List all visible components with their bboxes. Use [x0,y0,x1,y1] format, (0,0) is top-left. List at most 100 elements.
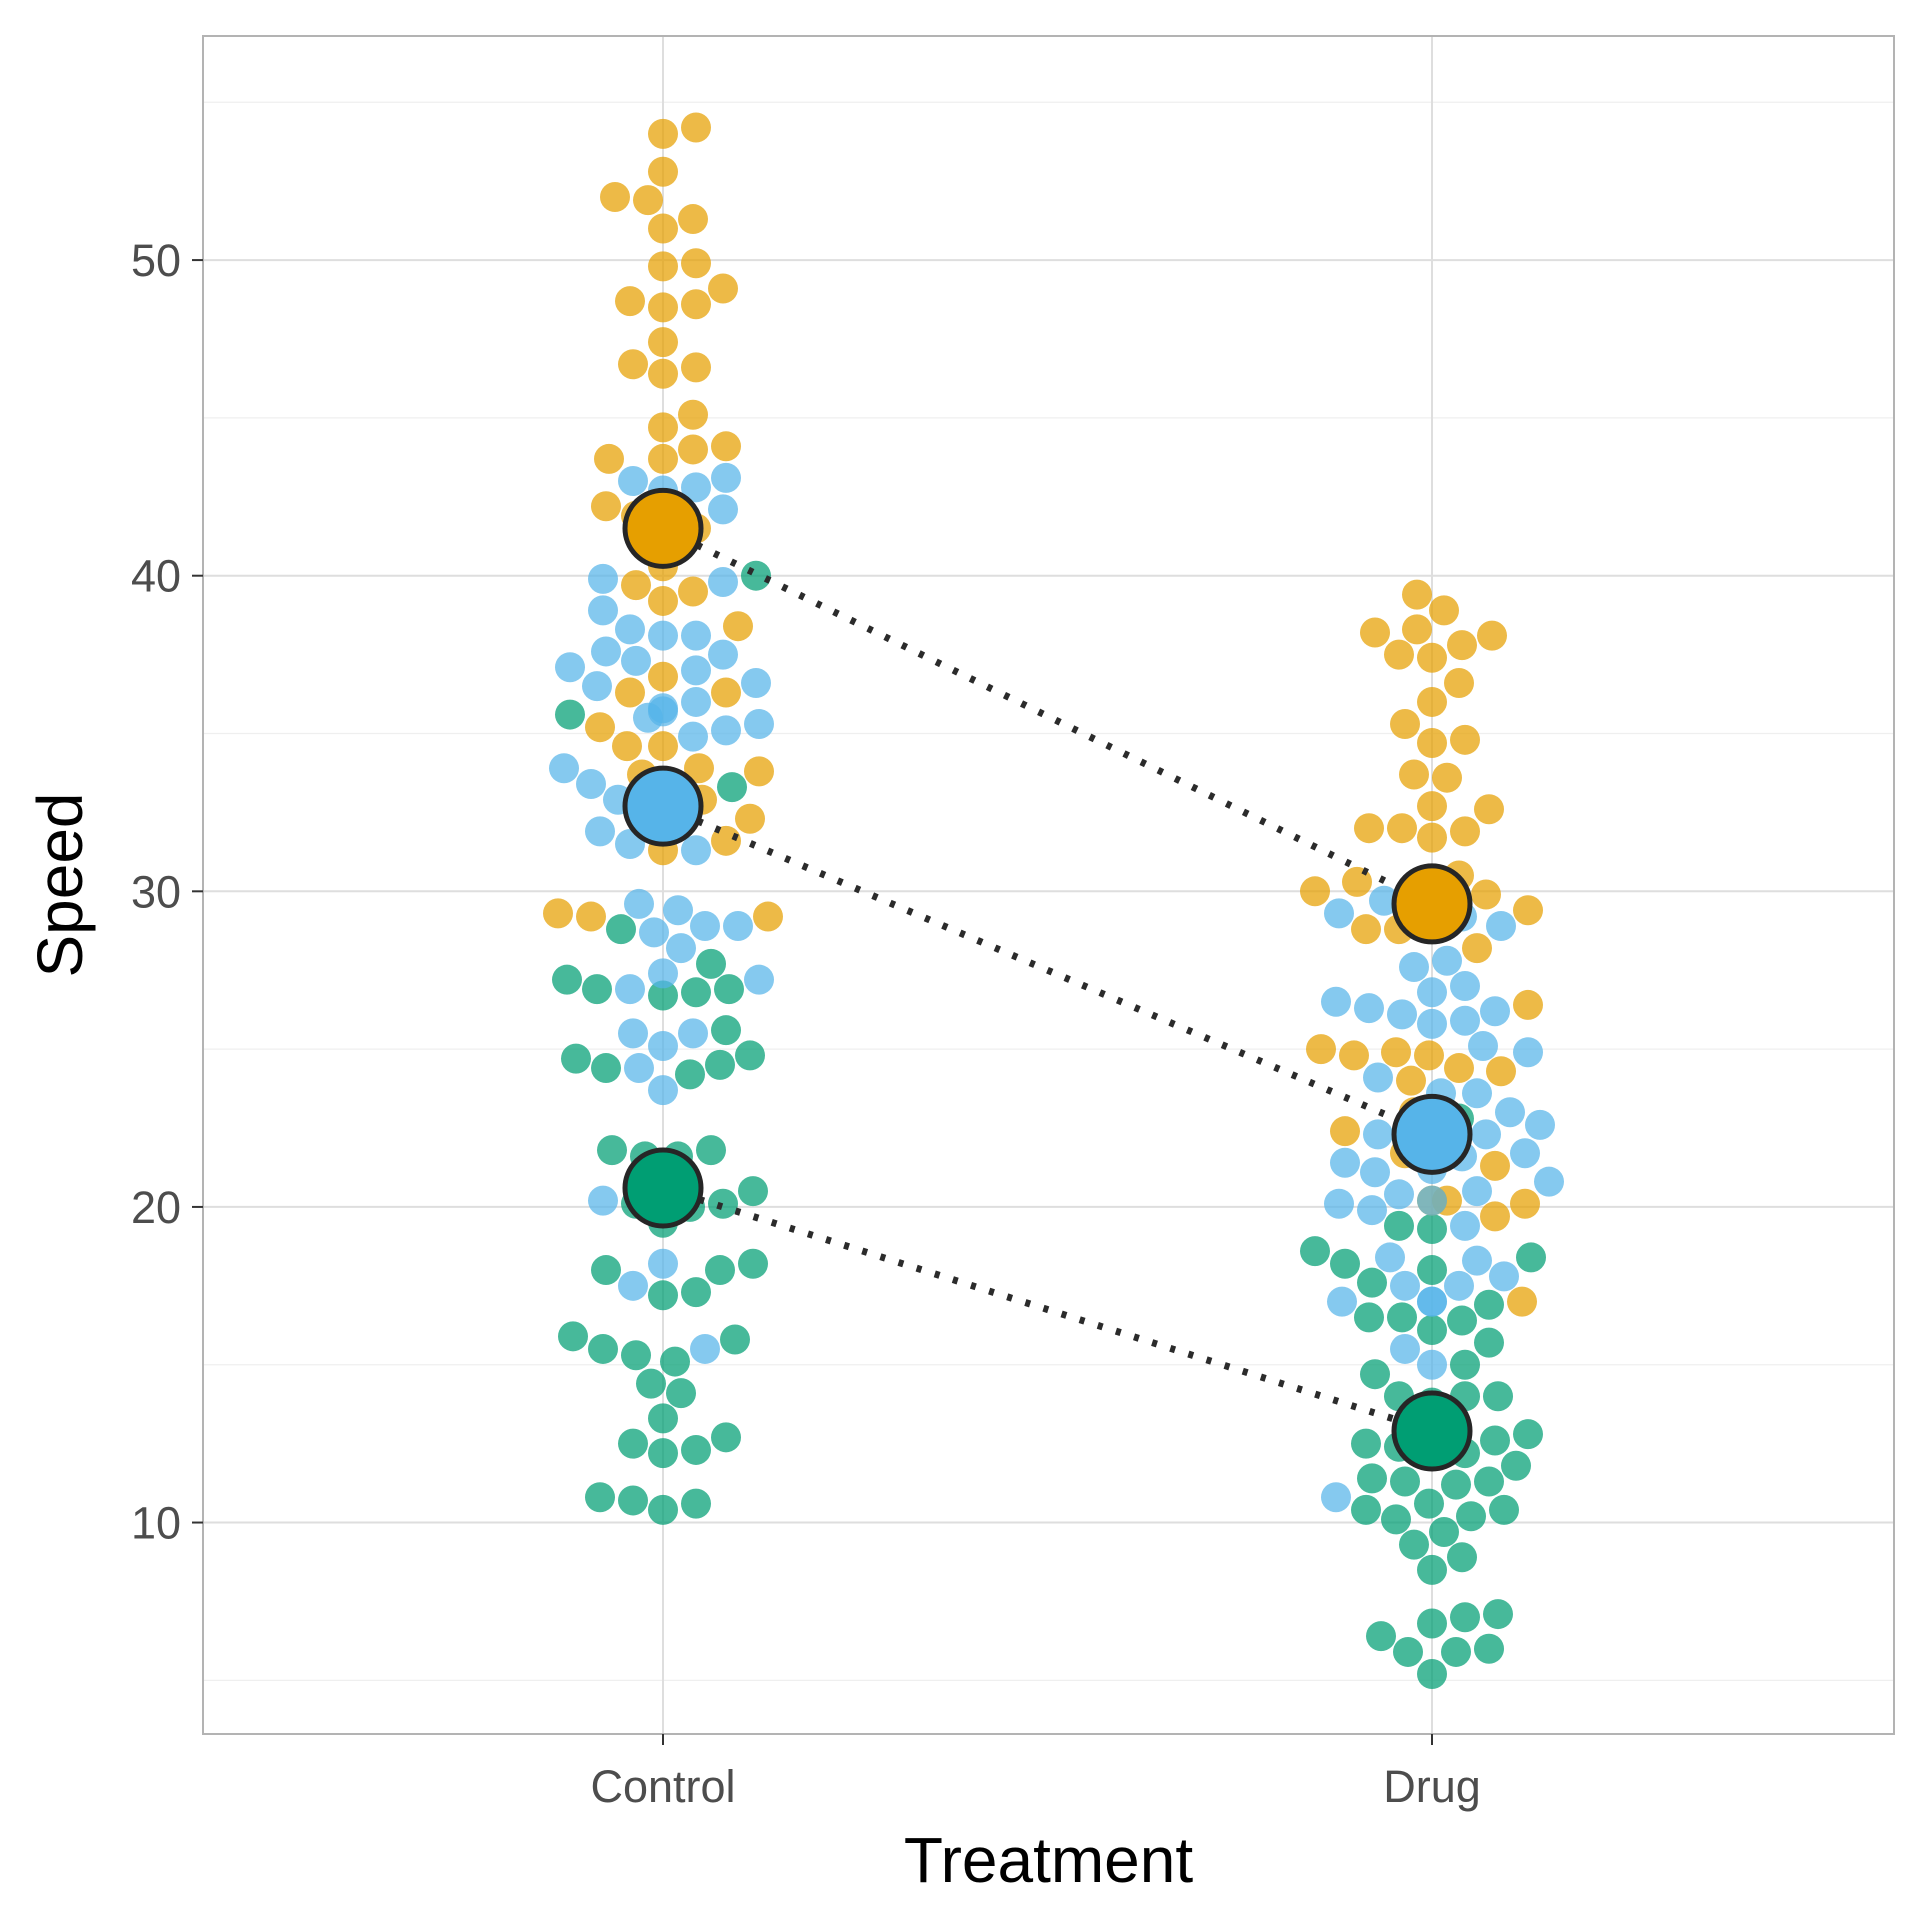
data-point [1327,1286,1357,1317]
data-point [1351,1494,1381,1525]
data-point [1441,1469,1471,1500]
data-point [708,273,738,304]
data-point [648,358,678,389]
data-point [681,1488,711,1519]
data-point [1444,1270,1474,1301]
data-point [723,911,753,942]
data-point [1417,686,1447,717]
data-point [1429,595,1459,626]
data-point [744,964,774,995]
data-point [648,620,678,651]
data-point [681,472,711,503]
data-point [648,661,678,692]
data-point [753,901,783,932]
data-point [1417,642,1447,673]
data-point [618,1428,648,1459]
data-point [1501,1450,1531,1481]
x-axis-title: Treatment [904,1824,1194,1896]
data-point [678,204,708,235]
data-point [648,585,678,616]
data-point [681,1277,711,1308]
data-point [588,1333,618,1364]
data-point [1516,1242,1546,1273]
data-point [660,1346,690,1377]
data-point [621,645,651,676]
y-axis-title: Speed [24,792,96,977]
data-point [618,1485,648,1516]
data-point [1462,1245,1492,1276]
data-point [1363,1062,1393,1093]
data-point [666,1378,696,1409]
data-point [666,933,696,964]
data-point [1417,1008,1447,1039]
data-point [1489,1494,1519,1525]
data-point [1384,1210,1414,1241]
data-point [1450,724,1480,755]
data-point [648,1248,678,1279]
data-point [1417,1349,1447,1380]
data-point [648,292,678,323]
mean-marker [622,487,704,569]
data-point [543,898,573,929]
data-point [1417,791,1447,822]
data-point [705,1255,735,1286]
data-point [600,181,630,212]
data-point [678,576,708,607]
data-point [678,1018,708,1049]
data-point [648,693,678,724]
data-point [1450,1210,1480,1241]
data-point [1456,1501,1486,1532]
data-point [1330,1147,1360,1178]
data-point [1480,996,1510,1027]
data-point [576,901,606,932]
data-point [1417,1185,1447,1216]
data-point [1483,1599,1513,1630]
data-point [723,611,753,642]
mean-marker [1391,863,1473,945]
data-point [1483,1381,1513,1412]
data-point [1525,1109,1555,1140]
data-point [1450,1005,1480,1036]
x-tick-label: Control [590,1761,735,1812]
data-point [1450,1349,1480,1380]
data-point [648,980,678,1011]
data-point [615,974,645,1005]
data-point [1462,933,1492,964]
data-point [615,677,645,708]
data-point [708,494,738,525]
data-point [1387,1302,1417,1333]
x-tick-label: Drug [1383,1761,1481,1812]
data-point [1369,885,1399,916]
data-point [705,1049,735,1080]
data-point [1417,1214,1447,1245]
data-point [582,671,612,702]
data-point [681,248,711,279]
grid [202,35,1895,1735]
data-point [1384,639,1414,670]
data-point [681,112,711,143]
data-point [1390,1466,1420,1497]
data-point [591,1255,621,1286]
data-point [1417,1286,1447,1317]
mean-marker [622,1147,704,1229]
data-point [555,652,585,683]
data-point [633,185,663,216]
data-point [711,462,741,493]
data-point [1462,1176,1492,1207]
data-point [597,1135,627,1166]
plot-panel [203,36,1894,1734]
data-point [648,1075,678,1106]
data-point [1417,1554,1447,1585]
data-point [1429,1517,1459,1548]
data-point [1474,1466,1504,1497]
data-point [648,958,678,989]
data-point [711,1422,741,1453]
data-point [1432,945,1462,976]
y-tick-label: 10 [131,1498,181,1549]
data-point [1414,1040,1444,1071]
data-point [549,753,579,784]
data-point [681,835,711,866]
data-point [648,213,678,244]
data-point [1399,952,1429,983]
